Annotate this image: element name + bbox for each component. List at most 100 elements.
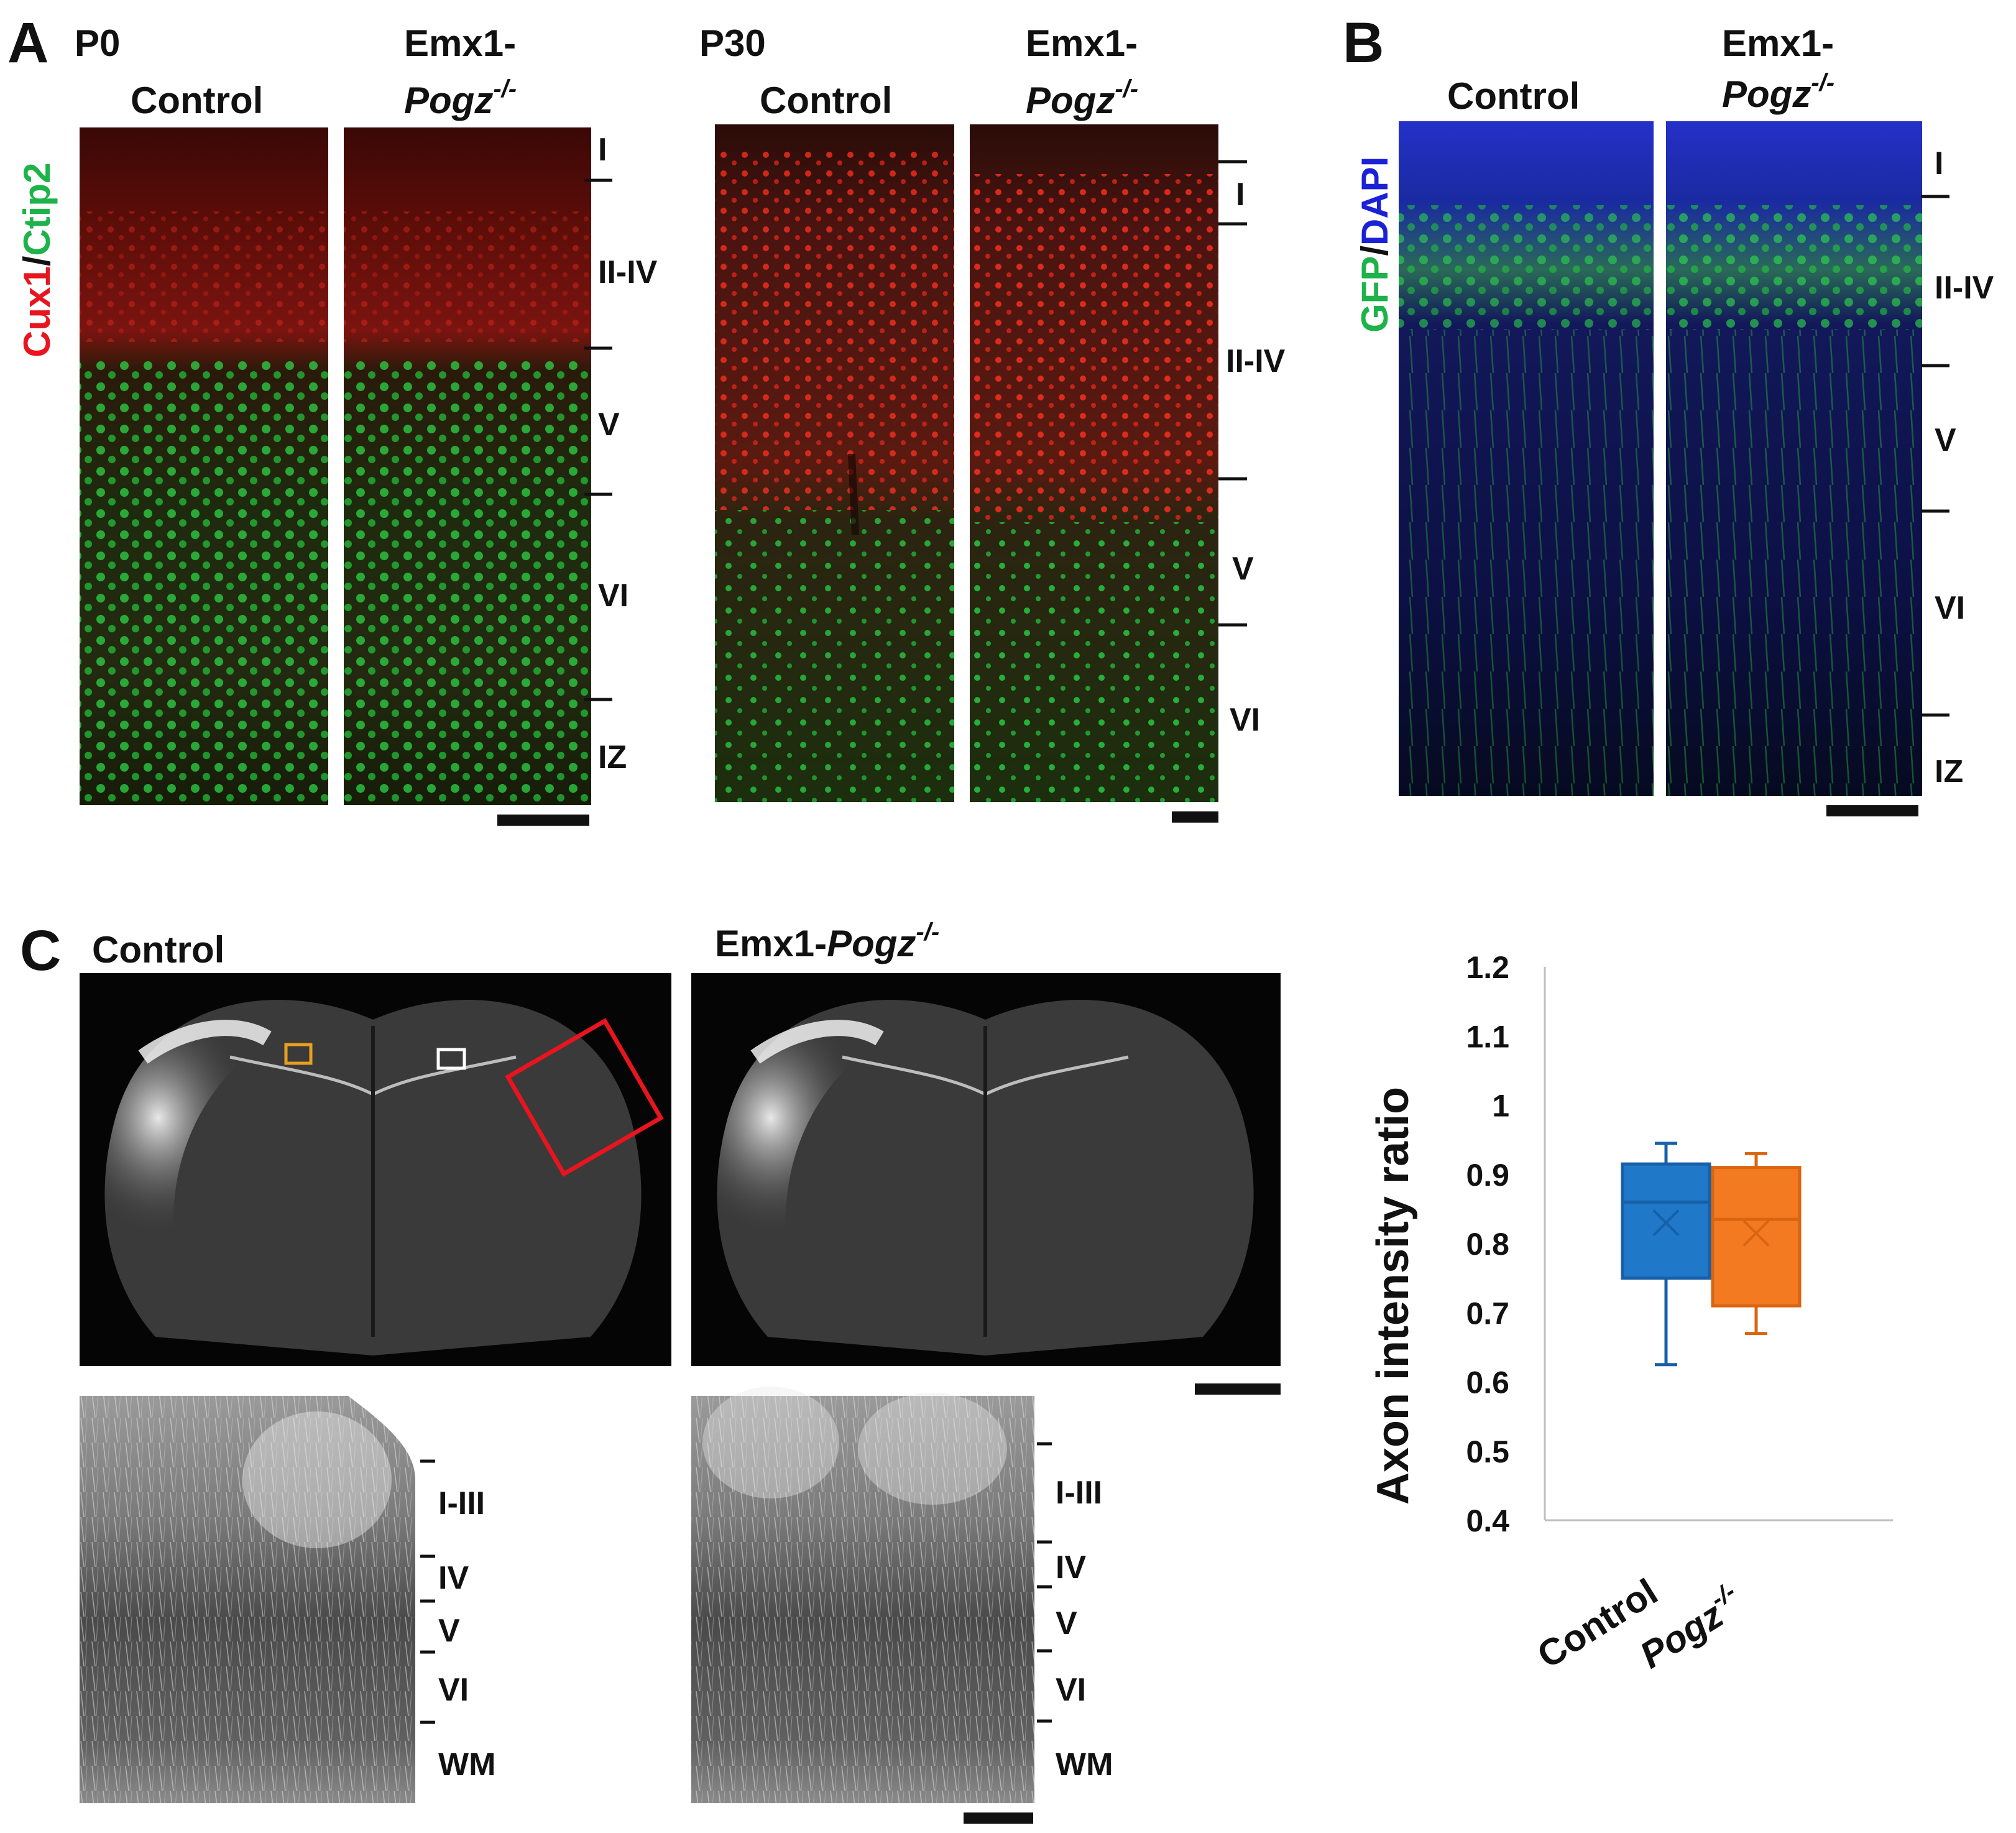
- panel-c-control-axon-image: [80, 1396, 415, 1803]
- panel-c-control-layer-i-iii: I-III: [438, 1485, 485, 1521]
- p0-layer-iz: IZ: [598, 739, 627, 775]
- panel-c-mutant-layer-wm: WM: [1056, 1747, 1113, 1783]
- panel-c-section-scale-bar: [1195, 1383, 1281, 1395]
- p30-mutant-genotype: Pogz-/-: [1026, 75, 1138, 121]
- p30-control-label: Control: [760, 80, 892, 121]
- panel-c-mutant-gene: Pogz: [827, 923, 916, 964]
- stain-gfp: GFP: [1354, 256, 1396, 333]
- y-tick-label: 1.2: [1466, 950, 1509, 985]
- y-tick-label: 0.5: [1466, 1434, 1509, 1469]
- stain-dapi: DAPI: [1354, 157, 1396, 246]
- panel-c: C Control Emx1-Pogz-/-: [20, 918, 1281, 1824]
- panel-b-letter: B: [1343, 11, 1384, 75]
- panel-b-mutant-genotype: Pogz-/-: [1722, 69, 1834, 115]
- panel-c-mutant-label: Emx1-Pogz-/-: [715, 918, 939, 964]
- panel-b-layer-vi: VI: [1935, 590, 1965, 626]
- panel-c-axon-scale-bar: [964, 1812, 1033, 1824]
- stain-separator-b: /: [1354, 246, 1396, 256]
- panel-b-mutant-sup: -/-: [1811, 69, 1834, 96]
- p0-age-label: P0: [75, 22, 120, 64]
- panel-c-control-layer-v: V: [438, 1613, 460, 1649]
- box-control: [1621, 1142, 1711, 1367]
- panel-b-control-image: [1399, 121, 1654, 796]
- y-axis-title: Axon intensity ratio: [1368, 1087, 1418, 1505]
- p30-mutant-line: Emx1-: [1026, 22, 1138, 64]
- panel-b-control-label: Control: [1447, 75, 1580, 117]
- panel-c-mutant-sup: -/-: [916, 918, 939, 946]
- p0-layer-vi: VI: [598, 578, 628, 614]
- y-tick-label: 1.1: [1466, 1019, 1509, 1054]
- panel-c-mutant-layer-vi: VI: [1056, 1672, 1086, 1708]
- panel-c-control-layer-iv: IV: [438, 1560, 469, 1596]
- panel-c-mutant-layer-i-iii: I-III: [1056, 1475, 1102, 1511]
- p0-mutant-gene: Pogz: [404, 80, 493, 121]
- p30-layer-v: V: [1232, 551, 1254, 587]
- y-tick-label: 0.7: [1466, 1296, 1509, 1331]
- panel-b-layer-iz: IZ: [1935, 754, 1963, 790]
- p30-layer-ticks: [1218, 160, 1247, 627]
- y-tick-label: 0.8: [1466, 1227, 1509, 1262]
- panel-c-control-layer-wm: WM: [438, 1747, 495, 1783]
- p0-layer-ii-iv: II-IV: [598, 254, 658, 290]
- y-tick-labels: 0.4 0.5 0.6 0.7 0.8 0.9 1 1.1 1.2: [1466, 950, 1509, 1538]
- p0-mutant-sup: -/-: [493, 75, 517, 103]
- p0-control-image: [80, 127, 328, 805]
- p0-layer-v: V: [598, 407, 620, 443]
- panel-b-mutant-image: [1666, 121, 1922, 796]
- panel-b-mutant-gene: Pogz: [1722, 73, 1811, 115]
- p30-mutant-sup: -/-: [1115, 75, 1138, 103]
- panel-c-mutant-layer-iv: IV: [1056, 1549, 1086, 1586]
- panel-b-layer-ii-iv: II-IV: [1935, 270, 1994, 306]
- panel-b-scale-bar: [1826, 805, 1918, 816]
- panel-c-mutant-layer-ticks: [1037, 1442, 1052, 1723]
- panel-c-mutant-section: [691, 973, 1281, 1366]
- y-tick-label: 0.9: [1466, 1158, 1509, 1193]
- mean-marker: [1652, 1209, 1680, 1237]
- panel-a-letter: A: [7, 11, 48, 75]
- p0-mutant-image: [344, 127, 591, 805]
- panel-c-mutant-axon-image: [691, 1387, 1034, 1803]
- p0-scale-bar: [497, 815, 589, 826]
- panel-c-mutant-line: Emx1-: [715, 923, 827, 964]
- y-tick-label: 0.6: [1466, 1365, 1509, 1400]
- boxes: [1621, 1142, 1802, 1367]
- p30-layer-vi: VI: [1230, 702, 1260, 738]
- p30-age-label: P30: [699, 22, 766, 64]
- panel-c-control-section: [80, 973, 671, 1366]
- p0-layer-i: I: [598, 132, 607, 168]
- y-tick-label: 0.4: [1466, 1503, 1509, 1538]
- p0-layer-ticks: [584, 178, 612, 701]
- p30-layer-i: I: [1236, 177, 1245, 213]
- panel-b-layer-v: V: [1935, 422, 1956, 458]
- panel-c-control-layer-vi: VI: [438, 1672, 469, 1708]
- stain-separator: /: [16, 256, 58, 266]
- panel-b: B GFP/DAPI Control Emx1- Pogz-/- I II-IV…: [1343, 11, 1994, 816]
- panel-b-layer-ticks: [1921, 195, 1949, 717]
- p0-mutant-line: Emx1-: [404, 22, 516, 64]
- p30-mutant-gene: Pogz: [1026, 80, 1115, 121]
- panel-c-control-layer-ticks: [420, 1459, 435, 1724]
- y-tick-label: 1: [1492, 1089, 1509, 1124]
- mean-marker: [1742, 1219, 1770, 1247]
- panel-b-mutant-line: Emx1-: [1722, 22, 1834, 64]
- box-plot: Axon intensity ratio 0.4 0.5 0.6 0.7 0.8 0.9 1…: [1368, 950, 1893, 1676]
- p30-layer-ii-iv: II-IV: [1226, 343, 1286, 379]
- p30-control-image: [715, 124, 954, 802]
- p30-mutant-image: [970, 124, 1218, 802]
- panel-b-layer-i: I: [1935, 145, 1943, 182]
- stain-cux1: Cux1: [16, 266, 58, 358]
- p0-control-label: Control: [131, 80, 263, 121]
- panel-c-mutant-layer-v: V: [1056, 1605, 1077, 1641]
- panel-b-stain-label: GFP/DAPI: [1354, 157, 1396, 333]
- p30-scale-bar: [1172, 811, 1218, 823]
- panel-a-stain-label: Cux1/Ctip2: [16, 163, 58, 358]
- panel-a: A Cux1/Ctip2 P0 Control Emx1- Pogz-/- I …: [7, 11, 1286, 826]
- p0-mutant-genotype: Pogz-/-: [404, 75, 517, 121]
- box-iqr: [1711, 1166, 1802, 1308]
- panel-c-letter: C: [20, 919, 61, 982]
- panel-c-control-label: Control: [92, 929, 224, 971]
- stain-ctip2: Ctip2: [16, 163, 58, 256]
- box-pogz: [1711, 1152, 1802, 1336]
